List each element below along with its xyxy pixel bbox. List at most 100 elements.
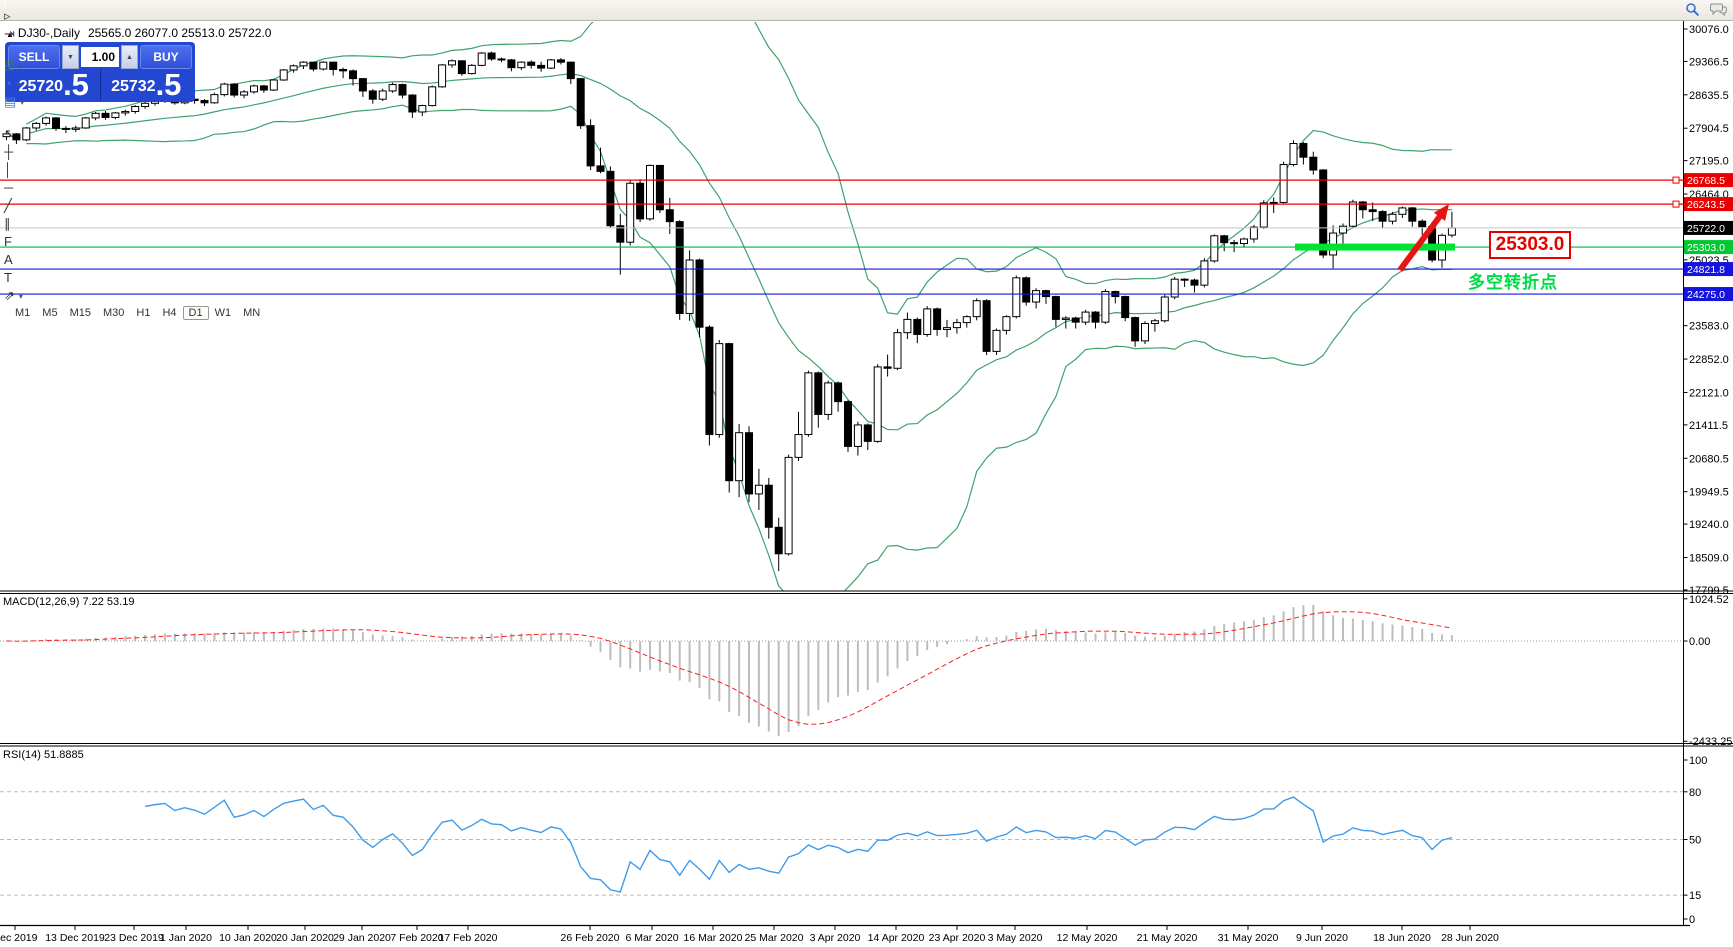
periods-icon: ◔ [4,76,12,91]
svg-text:20680.5: 20680.5 [1689,453,1729,465]
fibonacci-tool-icon[interactable]: F [0,233,266,251]
price-badge-25722.0 [1684,220,1733,235]
sell-price-fraction: .5 [63,67,89,102]
price-badge-26768.5 [1684,173,1733,188]
svg-text:3 May 2020: 3 May 2020 [988,932,1043,944]
channel-tool-icon[interactable]: ∥ [0,215,266,233]
cursor-tool-icon: ↖ [4,126,15,141]
svg-text:27195.0: 27195.0 [1689,156,1729,168]
hline-handle[interactable] [1672,176,1680,184]
timeframe-m1[interactable]: M1 [15,307,31,319]
arrows-tool-icon: ⇗ [4,288,15,303]
timeframe-m30[interactable]: M30 [102,307,125,319]
arrows-tool-dropdown-icon[interactable]: ▾ [18,291,23,301]
templates-icon[interactable]: ▤ ▾ [0,93,266,111]
svg-text:50: 50 [1689,835,1701,847]
new-indicator-dropdown-icon[interactable]: ▾ [18,61,23,71]
price-callout-label[interactable]: 25303.0 [1489,231,1571,259]
periods-dropdown-icon[interactable]: ▾ [15,79,20,89]
svg-text:26768.5: 26768.5 [1687,175,1725,187]
channel-tool-icon: ∥ [4,216,11,231]
buy-price-main: 25732 [111,78,156,95]
svg-text:18509.0: 18509.0 [1689,552,1729,564]
svg-text:29366.5: 29366.5 [1689,56,1729,68]
support-zone-bar[interactable] [1295,243,1455,251]
svg-text:25303.0: 25303.0 [1687,242,1725,254]
svg-text:23 Apr 2020: 23 Apr 2020 [929,932,986,944]
timeframe-h1[interactable]: H1 [136,307,151,319]
svg-text:30076.0: 30076.0 [1689,24,1729,36]
svg-text:1 Jan 2020: 1 Jan 2020 [160,932,212,944]
horizontal-line-tool-icon: ─ [4,180,14,195]
trendline-tool-icon[interactable]: ╱ [0,197,266,215]
buy-price-fraction: .5 [155,67,182,102]
hline-handle[interactable] [1672,200,1680,208]
svg-text:0: 0 [1689,914,1695,926]
ohlc-values: 25565.0 26077.0 25513.0 25722.0 [87,26,272,40]
annotations-layer[interactable] [1295,204,1455,272]
svg-text:28635.5: 28635.5 [1689,90,1729,102]
one-click-trade-panel: SELL ▼ ▲ BUY 25720.5 25732.5 [5,42,195,102]
text-label-tool-icon[interactable]: T [0,269,266,287]
candles-layer [2,51,1456,572]
crosshair-tool-icon[interactable]: ┼ [0,143,266,161]
new-indicator-icon: ⊞ [4,58,15,73]
auto-scroll-icon: ▹ [4,8,11,23]
sell-price-main: 25720 [18,78,64,95]
svg-text:0.00: 0.00 [1689,636,1710,648]
text-tool-icon[interactable]: A [0,251,266,269]
buy-button[interactable]: BUY [140,45,192,69]
toolbar-separator [4,305,5,319]
new-indicator-icon[interactable]: ⊞ ▾ [0,57,266,75]
chart-title: ▲ DJ30-,Daily 25565.0 26077.0 25513.0 2572… [6,26,271,40]
symbol-period: DJ30-,Daily [17,26,80,40]
svg-text:19240.0: 19240.0 [1689,519,1729,531]
svg-text:13 Dec 2019: 13 Dec 2019 [45,932,105,944]
price-badge-25303.0 [1684,240,1733,255]
auto-scroll-icon[interactable]: ▹ [0,7,266,25]
cursor-tool-icon[interactable]: ↖ [0,125,266,143]
timeframe-h4[interactable]: H4 [162,307,177,319]
trend-arrow[interactable] [1397,211,1445,272]
toolbar-separator [4,43,5,57]
svg-text:7 Feb 2020: 7 Feb 2020 [390,932,443,944]
periods-icon[interactable]: ◔ ▾ [0,75,266,93]
templates-dropdown-icon[interactable]: ▾ [20,97,25,107]
svg-text:1024.52: 1024.52 [1689,594,1729,606]
arrows-tool-icon[interactable]: ⇗ ▾ [0,287,266,305]
svg-text:18 Jun 2020: 18 Jun 2020 [1373,932,1431,944]
chart-shift-icon: ⇥ [4,26,15,41]
svg-text:17799.5: 17799.5 [1689,585,1729,597]
chart-shift-icon[interactable]: ⇥ [0,25,266,43]
pivot-point-annotation[interactable]: 多空转折点 [1468,273,1558,292]
toolbar: ◫◨⊞新订单✎☻◉◈▶自动交易║▯╱⊕⊖▦▹⇥⊞▾◔▾▤▾↖┼│─╱∥FAT⇗▾… [0,0,1733,320]
timeframe-m5[interactable]: M5 [42,307,58,319]
timeframe-m15[interactable]: M15 [69,307,91,319]
volume-increase-button[interactable]: ▲ [121,45,138,69]
volume-decrease-button[interactable]: ▼ [62,45,79,69]
svg-text:26243.5: 26243.5 [1687,199,1725,211]
search-icon[interactable] [1685,2,1700,20]
vertical-line-tool-icon: │ [4,162,13,177]
vertical-line-tool-icon[interactable]: │ [0,161,266,179]
svg-text:26 Feb 2020: 26 Feb 2020 [561,932,620,944]
svg-text:25 Mar 2020: 25 Mar 2020 [745,932,804,944]
horizontal-line-tool-icon[interactable]: ─ [0,179,266,197]
trendline-tool-icon: ╱ [4,198,12,213]
svg-text:21411.5: 21411.5 [1689,420,1728,432]
volume-input[interactable] [81,47,119,67]
svg-text:22121.0: 22121.0 [1689,387,1729,399]
timeframe-d1[interactable]: D1 [182,306,209,320]
trend-arrow-head[interactable] [1433,204,1449,222]
text-label-tool-icon: T [4,270,12,285]
sell-price[interactable]: 25720.5 [8,69,100,101]
svg-text:100: 100 [1689,755,1707,767]
chat-icon[interactable] [1710,2,1727,20]
timeframe-mn[interactable]: MN [243,307,261,319]
sell-button[interactable]: SELL [8,45,60,69]
buy-price[interactable]: 25732.5 [99,67,193,102]
svg-text:Dec 2019: Dec 2019 [0,932,38,944]
timeframe-w1[interactable]: W1 [214,307,232,319]
